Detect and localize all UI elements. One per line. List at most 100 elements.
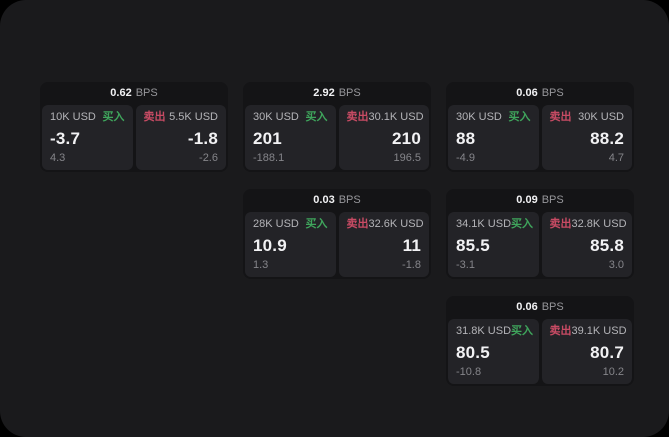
- bps-unit-label: BPS: [541, 194, 564, 206]
- buy-quote-tile[interactable]: 10K USD 买入 -3.7 4.3: [42, 105, 133, 170]
- sell-side-label: 卖出: [549, 325, 572, 337]
- card-header: 0.06 BPS: [446, 296, 634, 319]
- sell-quote-tile[interactable]: 卖出 32.6K USD 11 -1.8: [338, 212, 429, 277]
- sell-sub-value: -1.8: [402, 259, 421, 271]
- sell-panel-top: 卖出 32.6K USD: [346, 218, 424, 230]
- buy-amount: 30K USD: [253, 111, 299, 123]
- buy-price: 201: [253, 128, 282, 148]
- quote-cards-grid: 0.62 BPS 10K USD 买入 -3.7 4.3 卖出 5.5K USD…: [40, 82, 634, 386]
- buy-sub-value: -188.1: [253, 152, 285, 164]
- sell-panel-top: 卖出 30.1K USD: [346, 111, 424, 123]
- sell-quote-tile[interactable]: 卖出 30K USD 88.2 4.7: [541, 105, 632, 170]
- sell-panel-top: 卖出 30K USD: [550, 112, 625, 123]
- buy-quote-tile[interactable]: 31.8K USD 买入 80.5 -10.8: [448, 319, 539, 384]
- buy-side-label: 买入: [305, 111, 328, 123]
- quote-card: 0.62 BPS 10K USD 买入 -3.7 4.3 卖出 5.5K USD…: [40, 82, 228, 172]
- sell-price: 88.2: [590, 128, 624, 148]
- sell-sub-value: 10.2: [602, 366, 624, 378]
- buy-panel-top: 30K USD 买入: [253, 112, 328, 123]
- buy-sub-value: -4.9: [456, 152, 475, 164]
- sell-price: 11: [402, 235, 421, 255]
- buy-amount: 31.8K USD: [456, 325, 512, 337]
- buy-panel-top: 10K USD 买入: [50, 112, 125, 123]
- card-header: 0.06 BPS: [446, 82, 634, 105]
- buy-quote-tile[interactable]: 34.1K USD 买入 85.5 -3.1: [448, 212, 539, 277]
- sell-side-label: 卖出: [143, 111, 166, 123]
- bps-spread-value: 0.06: [516, 87, 538, 99]
- bps-spread-value: 0.06: [516, 301, 538, 313]
- sell-panel-top: 卖出 5.5K USD: [144, 112, 219, 123]
- card-header: 0.09 BPS: [446, 189, 634, 212]
- quote-panels: 30K USD 买入 88 -4.9 卖出 30K USD 88.2 4.7: [446, 105, 634, 172]
- sell-sub-value: 196.5: [393, 152, 421, 164]
- buy-amount: 10K USD: [50, 111, 96, 123]
- buy-panel-top: 34.1K USD 买入: [456, 218, 534, 230]
- sell-quote-tile[interactable]: 卖出 30.1K USD 210 196.5: [338, 105, 429, 170]
- buy-sub-value: -10.8: [456, 366, 482, 378]
- bps-spread-value: 0.62: [110, 87, 132, 99]
- buy-side-label: 买入: [102, 111, 125, 123]
- sell-sub-value: 4.7: [608, 152, 624, 164]
- bps-unit-label: BPS: [135, 87, 158, 99]
- sell-amount: 39.1K USD: [571, 325, 627, 337]
- buy-price: 80.5: [456, 342, 490, 362]
- sell-price: 210: [392, 128, 421, 148]
- buy-quote-tile[interactable]: 28K USD 买入 10.9 1.3: [245, 212, 336, 277]
- sell-quote-tile[interactable]: 卖出 39.1K USD 80.7 10.2: [541, 319, 632, 384]
- card-header: 2.92 BPS: [243, 82, 431, 105]
- sell-amount: 30K USD: [578, 111, 624, 123]
- quote-card: 0.06 BPS 30K USD 买入 88 -4.9 卖出 30K USD 8…: [446, 82, 634, 172]
- buy-price: 88: [456, 128, 476, 148]
- buy-price: -3.7: [50, 128, 81, 148]
- sell-side-label: 卖出: [346, 218, 369, 230]
- sell-amount: 30.1K USD: [368, 111, 424, 123]
- buy-panel-top: 31.8K USD 买入: [456, 325, 534, 337]
- bps-spread-value: 0.09: [516, 194, 538, 206]
- sell-sub-value: -2.6: [199, 152, 218, 164]
- buy-amount: 34.1K USD: [456, 218, 512, 230]
- buy-amount: 28K USD: [253, 218, 299, 230]
- card-header: 0.03 BPS: [243, 189, 431, 212]
- card-header: 0.62 BPS: [40, 82, 228, 105]
- buy-sub-value: 1.3: [253, 259, 269, 271]
- sell-amount: 32.6K USD: [368, 218, 424, 230]
- sell-quote-tile[interactable]: 卖出 5.5K USD -1.8 -2.6: [135, 105, 226, 170]
- buy-side-label: 买入: [305, 218, 328, 230]
- quote-card: 0.09 BPS 34.1K USD 买入 85.5 -3.1 卖出 32.8K…: [446, 189, 634, 279]
- sell-sub-value: 3.0: [608, 259, 624, 271]
- buy-sub-value: 4.3: [50, 152, 66, 164]
- buy-price: 10.9: [253, 235, 287, 255]
- bps-unit-label: BPS: [338, 87, 361, 99]
- bps-unit-label: BPS: [338, 194, 361, 206]
- bps-spread-value: 0.03: [313, 194, 335, 206]
- quote-card: 0.03 BPS 28K USD 买入 10.9 1.3 卖出 32.6K US…: [243, 189, 431, 279]
- buy-side-label: 买入: [508, 111, 531, 123]
- buy-side-label: 买入: [511, 325, 534, 337]
- buy-quote-tile[interactable]: 30K USD 买入 88 -4.9: [448, 105, 539, 170]
- buy-side-label: 买入: [511, 218, 534, 230]
- buy-quote-tile[interactable]: 30K USD 买入 201 -188.1: [245, 105, 336, 170]
- sell-price: 85.8: [590, 235, 624, 255]
- quote-panels: 34.1K USD 买入 85.5 -3.1 卖出 32.8K USD 85.8…: [446, 212, 634, 279]
- quote-card: 0.06 BPS 31.8K USD 买入 80.5 -10.8 卖出 39.1…: [446, 296, 634, 386]
- sell-quote-tile[interactable]: 卖出 32.8K USD 85.8 3.0: [541, 212, 632, 277]
- sell-panel-top: 卖出 39.1K USD: [549, 325, 627, 337]
- bps-spread-value: 2.92: [313, 87, 335, 99]
- buy-panel-top: 28K USD 买入: [253, 219, 328, 230]
- sell-side-label: 卖出: [549, 111, 572, 123]
- sell-amount: 5.5K USD: [169, 111, 218, 123]
- buy-sub-value: -3.1: [456, 259, 475, 271]
- sell-amount: 32.8K USD: [571, 218, 627, 230]
- quote-panels: 31.8K USD 买入 80.5 -10.8 卖出 39.1K USD 80.…: [446, 319, 634, 386]
- quote-panels: 30K USD 买入 201 -188.1 卖出 30.1K USD 210 1…: [243, 105, 431, 172]
- quote-panels: 28K USD 买入 10.9 1.3 卖出 32.6K USD 11 -1.8: [243, 212, 431, 279]
- sell-side-label: 卖出: [549, 218, 572, 230]
- bps-unit-label: BPS: [541, 301, 564, 313]
- quote-panels: 10K USD 买入 -3.7 4.3 卖出 5.5K USD -1.8 -2.…: [40, 105, 228, 172]
- sell-panel-top: 卖出 32.8K USD: [549, 218, 627, 230]
- buy-panel-top: 30K USD 买入: [456, 112, 531, 123]
- sell-price: 80.7: [590, 342, 624, 362]
- sell-price: -1.8: [187, 128, 218, 148]
- sell-side-label: 卖出: [346, 111, 369, 123]
